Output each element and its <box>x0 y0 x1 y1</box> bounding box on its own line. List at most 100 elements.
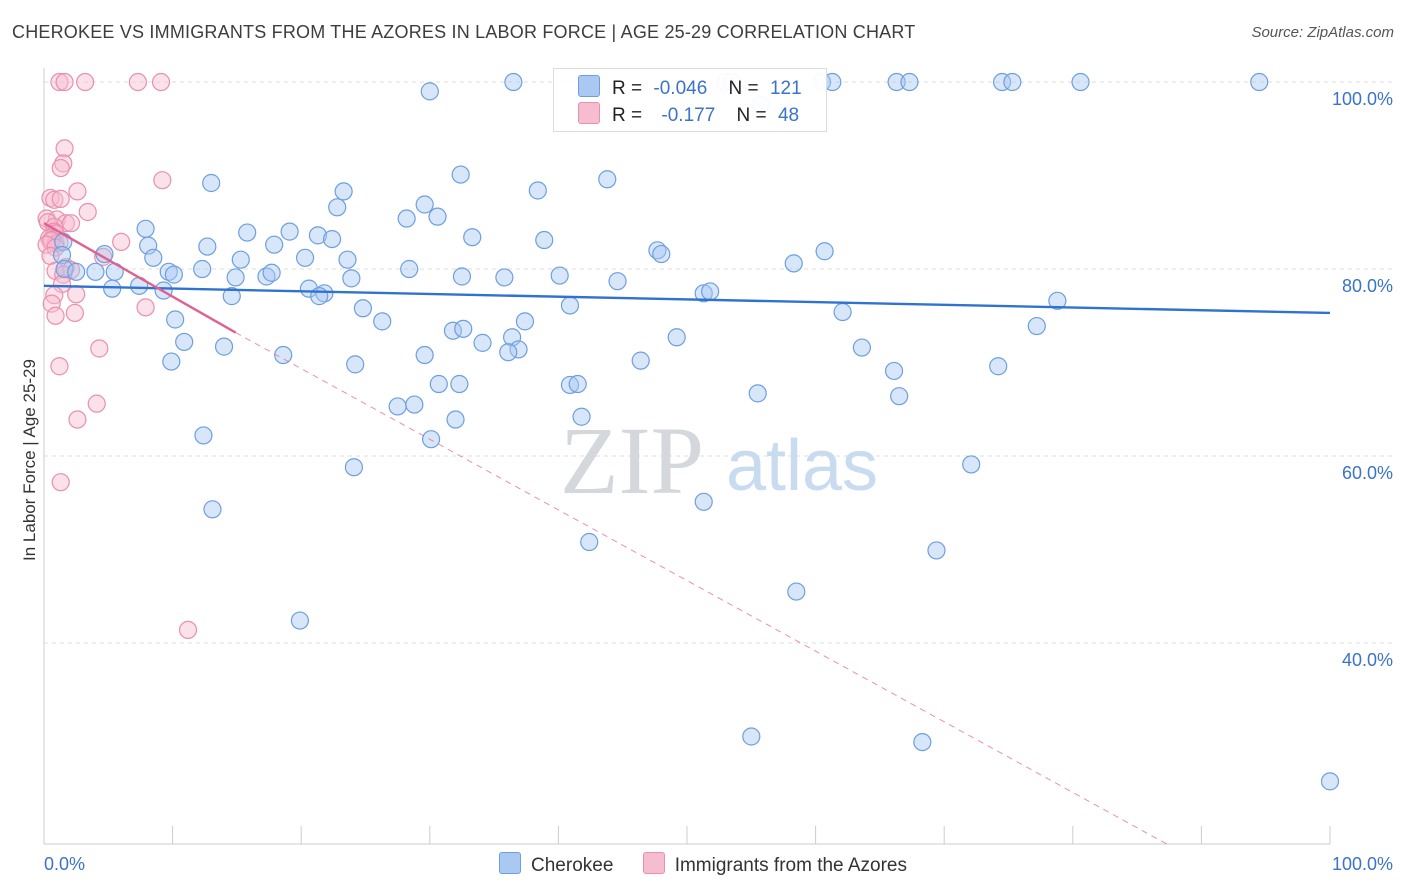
data-point <box>962 455 981 474</box>
data-point <box>290 611 310 630</box>
data-point <box>222 287 241 306</box>
data-point <box>51 158 70 178</box>
data-point <box>452 267 472 286</box>
legend-item-azores[interactable]: Immigrants from the Azores <box>642 852 907 877</box>
data-point <box>112 232 131 251</box>
chart-title: CHEROKEE VS IMMIGRANTS FROM THE AZORES I… <box>12 22 916 42</box>
data-point <box>388 397 407 416</box>
data-point <box>535 230 554 250</box>
data-point <box>90 339 109 358</box>
data-point <box>198 237 217 256</box>
r-label: R = <box>612 78 643 99</box>
data-point <box>128 72 147 92</box>
data-point <box>631 351 650 370</box>
data-point <box>67 262 86 281</box>
azores-swatch <box>642 852 665 874</box>
data-point <box>446 410 465 429</box>
data-point <box>463 228 482 247</box>
azores-trend-extension <box>235 332 1167 845</box>
data-point <box>927 541 946 560</box>
cherokee-swatch <box>578 75 600 97</box>
series-legend: Cherokee Immigrants from the Azores <box>0 852 1406 877</box>
data-point <box>1250 72 1269 92</box>
data-point <box>322 229 342 249</box>
data-point <box>87 394 106 413</box>
data-point <box>900 72 919 92</box>
data-point <box>51 473 70 492</box>
y-axis-label: In Labor Force | Age 25-29 <box>20 359 39 561</box>
azores-trend-line <box>43 222 237 334</box>
data-point <box>353 299 373 318</box>
data-point <box>178 620 198 639</box>
data-point <box>265 235 284 254</box>
data-point <box>495 268 514 287</box>
data-point <box>451 165 470 184</box>
data-point <box>852 338 871 357</box>
n-value: 121 <box>769 78 802 99</box>
grid-layer <box>44 81 1392 644</box>
data-point <box>397 209 416 228</box>
data-point <box>890 387 909 406</box>
data-point <box>308 226 328 245</box>
source-label: Source: ZipAtlas.com <box>1251 24 1394 41</box>
data-point <box>262 263 281 282</box>
data-point <box>310 287 329 306</box>
data-point <box>598 170 617 189</box>
data-point <box>342 269 361 288</box>
legend-item-cherokee[interactable]: Cherokee <box>499 852 613 877</box>
data-point <box>144 248 163 267</box>
legend-row-cherokee: R = -0.046 N = 121 <box>578 75 802 99</box>
n-label: N = <box>736 105 767 126</box>
data-point <box>61 214 81 233</box>
data-point <box>175 332 194 352</box>
data-point <box>560 296 580 315</box>
cherokee-swatch <box>499 852 522 874</box>
data-point <box>328 198 347 217</box>
data-point <box>203 500 222 519</box>
data-point <box>1048 291 1067 310</box>
data-point <box>400 259 419 279</box>
data-point <box>1027 316 1046 336</box>
data-point <box>815 242 834 261</box>
data-point <box>528 181 547 200</box>
data-point <box>509 340 528 359</box>
data-point <box>159 262 178 281</box>
n-label: N = <box>728 78 759 99</box>
data-point <box>694 492 713 511</box>
data-point <box>194 426 213 445</box>
data-point <box>280 222 299 241</box>
data-point <box>315 284 334 303</box>
data-point <box>450 374 469 394</box>
data-point <box>46 306 65 325</box>
x-tick-label: 100.0% <box>1332 854 1393 874</box>
data-point <box>153 171 172 190</box>
data-point <box>55 139 74 158</box>
data-point <box>515 312 535 331</box>
y-tick-label: 40.0% <box>1342 650 1393 670</box>
data-point <box>499 343 518 362</box>
r-value: -0.046 <box>653 78 708 99</box>
data-point <box>334 182 353 201</box>
data-point <box>405 395 424 414</box>
data-point <box>52 245 72 265</box>
data-point <box>787 582 806 601</box>
data-point <box>45 190 64 209</box>
data-point <box>550 266 569 285</box>
legend-label-cherokee: Cherokee <box>531 855 614 876</box>
data-point <box>742 727 761 746</box>
data-point <box>202 173 221 193</box>
data-point <box>68 182 87 201</box>
n-value: 48 <box>777 105 800 126</box>
data-point <box>214 337 234 356</box>
data-point <box>295 248 315 267</box>
data-point <box>1003 72 1022 92</box>
trend-lines <box>43 222 1331 845</box>
data-point <box>166 310 185 329</box>
data-point <box>51 189 70 208</box>
data-point <box>992 72 1012 92</box>
watermark-atlas: atlas <box>726 426 878 506</box>
data-point <box>344 458 364 477</box>
data-point <box>887 72 906 92</box>
data-point <box>1071 72 1090 92</box>
